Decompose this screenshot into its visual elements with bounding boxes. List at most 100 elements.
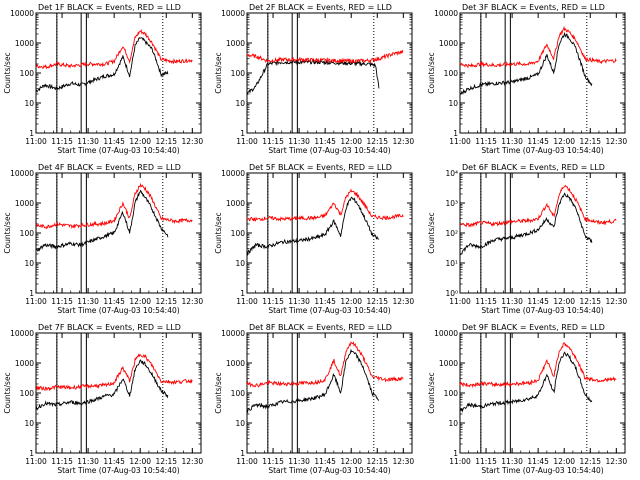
x-tick-label: 12:30 (182, 457, 204, 466)
plot-frame (246, 12, 413, 134)
lld-series-line (35, 182, 193, 230)
x-tick-label: 12:00 (340, 457, 362, 466)
events-series-line (35, 359, 169, 411)
x-tick-label: 12:30 (393, 297, 415, 306)
panel-9: Det 9F BLACK = Events, RED = LLD 1 10 100 10… (427, 323, 627, 475)
x-tick-label: 11:30 (77, 137, 99, 146)
lld-series-line (459, 342, 617, 389)
lld-series-line (35, 353, 193, 392)
y-tick-label: 10000 (434, 329, 458, 338)
y-axis-label: Counts/sec (3, 372, 12, 413)
plot-frame (35, 332, 202, 454)
y-tick-label: 1 (29, 449, 34, 458)
y-axis-label: Counts/sec (3, 212, 12, 253)
x-tick-label: 11:45 (527, 297, 549, 306)
x-tick-label: 11:00 (449, 137, 471, 146)
y-tick-label: 10000 (10, 9, 34, 18)
x-tick-label: 12:15 (579, 297, 601, 306)
plot-frame (459, 172, 626, 294)
x-tick-label: 12:15 (366, 457, 388, 466)
panel-2: Det 2F BLACK = Events, RED = LLD 1 10 100 10… (214, 3, 414, 155)
x-tick-label: 11:15 (475, 457, 497, 466)
y-tick-label: 100 (231, 389, 246, 398)
x-tick-label: 11:30 (77, 457, 99, 466)
y-axis-label: Counts/sec (214, 372, 223, 413)
y-tick-label: 10² (445, 229, 458, 238)
x-tick-label: 11:15 (262, 457, 284, 466)
y-tick-label: 100 (444, 69, 459, 78)
x-tick-label: 11:30 (288, 457, 310, 466)
lld-series-line (459, 184, 617, 228)
x-tick-label: 12:00 (553, 297, 575, 306)
plot-frame (35, 172, 202, 294)
x-tick-label: 12:00 (129, 457, 151, 466)
events-series-line (35, 37, 169, 93)
lld-series-line (246, 188, 404, 222)
y-tick-label: 1 (453, 449, 458, 458)
x-tick-label: 11:00 (449, 457, 471, 466)
panel-title: Det 4F BLACK = Events, RED = LLD (38, 163, 181, 172)
y-tick-label: 10 (24, 419, 34, 428)
x-tick-label: 12:00 (340, 137, 362, 146)
y-tick-label: 10 (448, 99, 458, 108)
x-tick-label: 11:00 (25, 457, 47, 466)
x-axis-label: Start Time (07-Aug-03 10:54:40) (57, 306, 179, 315)
x-tick-label: 11:15 (51, 297, 73, 306)
panel-title: Det 1F BLACK = Events, RED = LLD (38, 3, 181, 12)
x-tick-label: 12:30 (182, 297, 204, 306)
x-tick-label: 12:15 (579, 137, 601, 146)
plot-frame (246, 332, 413, 454)
panel-title: Det 6F BLACK = Events, RED = LLD (462, 163, 605, 172)
x-tick-label: 12:00 (340, 297, 362, 306)
y-tick-label: 1 (240, 129, 245, 138)
x-tick-label: 12:15 (366, 297, 388, 306)
x-tick-label: 11:15 (51, 457, 73, 466)
x-tick-label: 11:15 (475, 137, 497, 146)
x-tick-label: 12:30 (606, 457, 628, 466)
x-tick-label: 11:00 (25, 297, 47, 306)
panel-title: Det 3F BLACK = Events, RED = LLD (462, 3, 605, 12)
x-tick-label: 11:15 (262, 137, 284, 146)
panel-3: Det 3F BLACK = Events, RED = LLD 1 10 100 10… (427, 3, 627, 155)
y-tick-label: 100 (20, 389, 35, 398)
x-axis-label: Start Time (07-Aug-03 10:54:40) (268, 466, 390, 475)
y-tick-label: 1 (29, 129, 34, 138)
events-series-line (459, 192, 593, 256)
x-axis-label: Start Time (07-Aug-03 10:54:40) (57, 146, 179, 155)
plot-frame (459, 332, 626, 454)
x-tick-label: 11:30 (501, 297, 523, 306)
x-tick-label: 11:00 (236, 457, 258, 466)
x-tick-label: 11:00 (25, 137, 47, 146)
panel-6: Det 6F BLACK = Events, RED = LLD 10⁰ 10¹ 10… (427, 163, 627, 315)
panel-1: Det 1F BLACK = Events, RED = LLD 1 10 100 10… (3, 3, 203, 155)
events-series-line (246, 196, 380, 256)
x-tick-label: 11:45 (103, 297, 125, 306)
y-axis-label: Counts/sec (3, 52, 12, 93)
y-tick-label: 10³ (445, 199, 458, 208)
y-tick-label: 10⁴ (445, 169, 458, 178)
plot-frame (246, 172, 413, 294)
x-tick-label: 11:00 (449, 297, 471, 306)
x-tick-label: 12:15 (366, 137, 388, 146)
y-tick-label: 10 (24, 99, 34, 108)
x-tick-label: 11:30 (288, 297, 310, 306)
x-tick-label: 12:30 (393, 137, 415, 146)
lld-series-line (35, 28, 193, 70)
y-tick-label: 10000 (221, 9, 245, 18)
y-tick-label: 1000 (226, 359, 245, 368)
y-tick-label: 1000 (226, 39, 245, 48)
x-tick-label: 11:45 (314, 137, 336, 146)
y-tick-label: 10000 (10, 169, 34, 178)
panel-title: Det 7F BLACK = Events, RED = LLD (38, 323, 181, 332)
y-tick-label: 1000 (439, 359, 458, 368)
x-tick-label: 12:00 (553, 137, 575, 146)
x-tick-label: 11:00 (236, 297, 258, 306)
x-tick-label: 11:45 (314, 297, 336, 306)
y-tick-label: 10000 (10, 329, 34, 338)
plot-frame (35, 12, 202, 134)
plot-frame (459, 12, 626, 134)
y-tick-label: 10¹ (445, 259, 458, 268)
x-tick-label: 12:15 (155, 137, 177, 146)
y-axis-label: Counts/sec (214, 52, 223, 93)
y-tick-label: 10⁰ (445, 289, 458, 298)
